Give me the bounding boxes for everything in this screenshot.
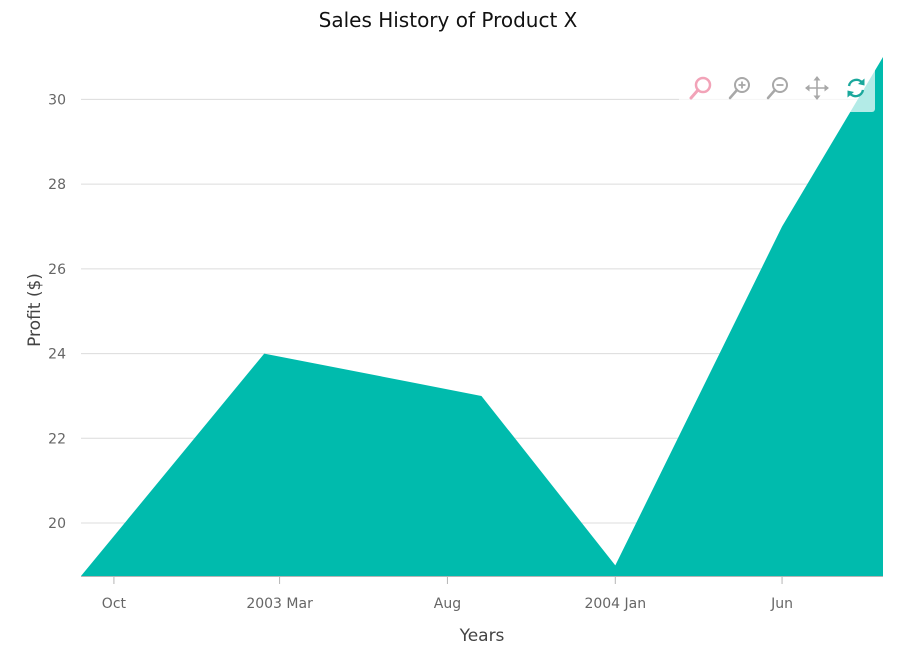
y-axis-title: Profit ($) xyxy=(25,273,45,347)
pan-icon xyxy=(805,76,829,100)
chart-title: Sales History of Product X xyxy=(319,8,578,32)
area-series xyxy=(81,57,883,576)
x-tick-label: Jun xyxy=(770,596,793,612)
zoom-out-button[interactable] xyxy=(764,74,792,102)
y-tick-label: 26 xyxy=(48,262,66,278)
y-tick-label: 30 xyxy=(48,92,66,108)
x-tick-label: Oct xyxy=(102,596,127,612)
y-tick-label: 24 xyxy=(48,347,66,363)
reset-button[interactable] xyxy=(842,74,870,102)
x-tick-label: 2004 Jan xyxy=(584,596,646,612)
y-tick-label: 28 xyxy=(48,177,66,193)
axes: 20 22 24 26 28 30 Oct 2003 Mar Aug 2004 Jan Jun xyxy=(48,92,883,612)
x-tick-label: Aug xyxy=(434,596,461,612)
zoom-in-button[interactable] xyxy=(726,74,754,102)
x-tick-label: 2003 Mar xyxy=(246,596,313,612)
zoom-toolbar xyxy=(679,64,875,112)
selection-zoom-icon xyxy=(689,76,712,100)
x-axis-title: Years xyxy=(459,626,505,646)
reset-icon xyxy=(847,78,865,98)
y-tick-label: 22 xyxy=(48,431,66,447)
zoom-in-icon xyxy=(728,77,750,100)
zoom-out-icon xyxy=(766,77,788,100)
selection-zoom-button[interactable] xyxy=(687,74,715,102)
pan-button[interactable] xyxy=(803,74,831,102)
y-tick-label: 20 xyxy=(48,516,66,532)
area-path xyxy=(81,57,883,576)
